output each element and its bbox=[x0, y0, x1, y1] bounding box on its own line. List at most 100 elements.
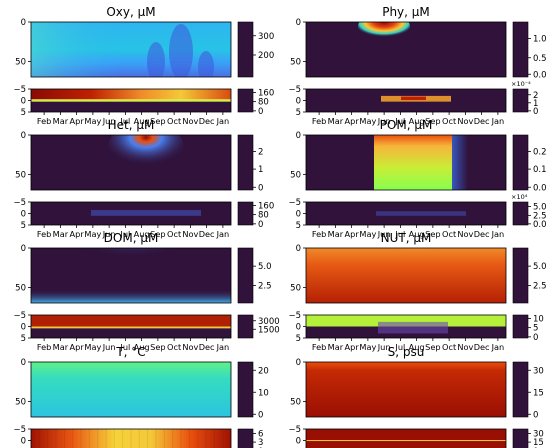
water-column-plot bbox=[30, 361, 232, 418]
colorbar-tick-label: 5.0 bbox=[258, 262, 272, 272]
water-colorbar bbox=[512, 361, 529, 418]
water-colorbar bbox=[512, 21, 529, 78]
panel-title: T, °C bbox=[115, 345, 145, 359]
colorbar-tick-label: 2 bbox=[533, 91, 538, 101]
panel-s: S, psu05030150−50530150FebMarAprMayJunJu… bbox=[288, 345, 544, 448]
month-tick-label: Oct bbox=[442, 116, 457, 126]
month-tick-label: Jan bbox=[216, 342, 230, 352]
water-column-plot bbox=[305, 361, 507, 418]
panel-title: S, psu bbox=[388, 345, 425, 359]
panel-title: DOM, μM bbox=[104, 231, 159, 245]
panel-t: T, °C05020100−505630FebMarAprMayJunJulAu… bbox=[13, 345, 269, 448]
month-tick-label: Sep bbox=[425, 342, 440, 352]
sediment-colorbar bbox=[237, 428, 254, 448]
sediment-colorbar bbox=[237, 201, 254, 226]
month-tick-label: Jul bbox=[119, 342, 130, 352]
y-tick-label: 50 bbox=[290, 171, 301, 181]
colorbar-tick-label: 0 bbox=[258, 183, 263, 193]
month-tick-label: Dec bbox=[199, 229, 215, 239]
y-tick-label: 50 bbox=[290, 398, 301, 408]
colorbar-tick-label: 160 bbox=[258, 201, 274, 211]
y-tick-label: 5 bbox=[21, 334, 26, 344]
water-column-plot bbox=[30, 21, 232, 78]
colorbar-tick-label: 0 bbox=[258, 447, 263, 448]
water-colorbar bbox=[237, 134, 254, 191]
y-tick-label: 0 bbox=[21, 97, 26, 107]
y-tick-label: 50 bbox=[15, 398, 26, 408]
y-tick-label: −5 bbox=[13, 198, 26, 208]
colorbar-tick-label: 0.5 bbox=[533, 54, 547, 64]
colorbar-tick-label: 0 bbox=[533, 333, 538, 343]
colorbar-tick-label: 30 bbox=[533, 430, 544, 440]
colorbar-tick-label: 0 bbox=[533, 447, 538, 448]
colorbar-tick-label: 0 bbox=[258, 107, 263, 117]
sediment-colorbar bbox=[512, 201, 529, 226]
colorbar-tick-label: 15 bbox=[533, 438, 544, 448]
month-tick-label: Jun bbox=[102, 342, 116, 352]
y-tick-label: −5 bbox=[288, 311, 301, 321]
colorbar-tick-label: 1500 bbox=[258, 325, 280, 335]
y-tick-label: 50 bbox=[290, 58, 301, 68]
y-tick-label: 0 bbox=[21, 323, 26, 333]
month-tick-label: Oct bbox=[442, 342, 457, 352]
colorbar-tick-label: 3 bbox=[258, 438, 263, 448]
y-tick-label: 50 bbox=[15, 284, 26, 294]
month-tick-label: May bbox=[84, 229, 101, 239]
colorbar-tick-label: 1.0 bbox=[533, 35, 547, 45]
panel-title: POM, μM bbox=[380, 118, 433, 132]
month-tick-label: Oct bbox=[167, 342, 182, 352]
month-tick-label: Apr bbox=[70, 116, 85, 126]
month-tick-label: Mar bbox=[328, 342, 344, 352]
month-tick-label: Jun bbox=[377, 229, 391, 239]
month-tick-label: Feb bbox=[37, 116, 52, 126]
water-colorbar bbox=[237, 361, 254, 418]
month-tick-label: Aug bbox=[134, 342, 150, 352]
y-tick-label: 0 bbox=[21, 131, 26, 141]
y-tick-label: −5 bbox=[288, 85, 301, 95]
month-tick-label: Sep bbox=[150, 116, 165, 126]
month-tick-label: Jul bbox=[394, 229, 405, 239]
y-tick-label: 0 bbox=[21, 437, 26, 447]
colorbar-tick-label: 1 bbox=[258, 165, 263, 175]
y-tick-label: 0 bbox=[296, 323, 301, 333]
month-tick-label: Nov bbox=[182, 342, 198, 352]
colorbar-tick-label: 0 bbox=[533, 107, 538, 117]
sediment-colorbar bbox=[512, 428, 529, 448]
panel-title: Phy, μM bbox=[382, 5, 430, 19]
colorbar-tick-label: 0.0 bbox=[533, 183, 547, 193]
month-tick-label: Apr bbox=[345, 116, 360, 126]
y-tick-label: 5 bbox=[296, 221, 301, 231]
y-tick-label: −5 bbox=[288, 425, 301, 435]
month-tick-label: Aug bbox=[134, 116, 150, 126]
colorbar-tick-label: 0 bbox=[258, 220, 263, 230]
colorbar-tick-label: 2.5 bbox=[258, 281, 272, 291]
colorbar-tick-label: 80 bbox=[258, 211, 269, 221]
water-column-plot bbox=[305, 21, 507, 78]
month-tick-label: Apr bbox=[345, 342, 360, 352]
colorbar-multiplier: ×10⁴ bbox=[511, 193, 528, 201]
month-tick-label: Sep bbox=[425, 229, 440, 239]
y-tick-label: −5 bbox=[13, 425, 26, 435]
month-tick-label: Nov bbox=[457, 116, 473, 126]
month-tick-label: Dec bbox=[474, 229, 490, 239]
panel-title: Het, μM bbox=[108, 118, 155, 132]
month-tick-label: Jan bbox=[216, 229, 230, 239]
colorbar-tick-label: 0.0 bbox=[533, 70, 547, 80]
y-tick-label: 0 bbox=[296, 358, 301, 368]
month-tick-label: Apr bbox=[70, 342, 85, 352]
colorbar-tick-label: 0 bbox=[258, 410, 263, 420]
month-tick-label: Oct bbox=[167, 229, 182, 239]
water-colorbar bbox=[512, 134, 529, 191]
water-column-plot bbox=[30, 247, 232, 304]
colorbar-tick-label: 6 bbox=[258, 430, 263, 440]
y-tick-label: −5 bbox=[13, 311, 26, 321]
month-tick-label: Sep bbox=[425, 116, 440, 126]
colorbar-multiplier: ×10⁻⁴ bbox=[511, 80, 531, 88]
y-tick-label: 0 bbox=[21, 244, 26, 254]
y-tick-label: 5 bbox=[296, 108, 301, 118]
water-column-plot bbox=[305, 134, 507, 191]
month-tick-label: Aug bbox=[409, 116, 425, 126]
